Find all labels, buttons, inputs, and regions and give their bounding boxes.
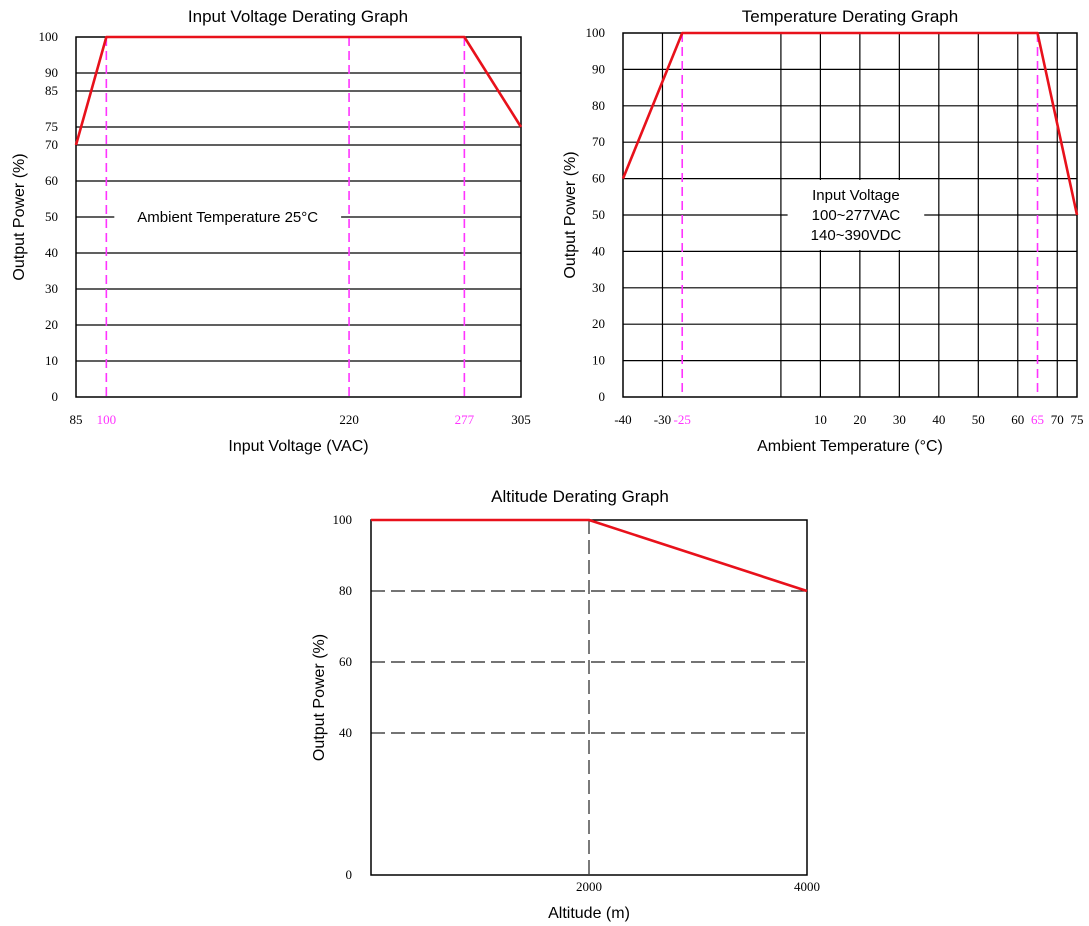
temperature-ytick-40: 40 bbox=[592, 243, 605, 258]
altitude-ytick-40: 40 bbox=[339, 725, 352, 740]
temperature-annotation-0-1: 100~277VAC bbox=[812, 207, 901, 224]
temperature-chart-svg: Temperature Derating Graph Input Voltage 1… bbox=[562, 7, 1084, 455]
temperature-ylabel: Output Power (%) bbox=[562, 151, 579, 278]
temperature-annotation-0-0: Input Voltage bbox=[812, 187, 900, 204]
voltage-annotation-bg-0 bbox=[114, 202, 342, 232]
voltage-xtick-305: 305 bbox=[511, 412, 531, 427]
temperature-xtick-50: 50 bbox=[972, 412, 985, 427]
temperature-annotation-bg-0 bbox=[787, 180, 925, 250]
altitude-ytick-100: 100 bbox=[333, 512, 353, 527]
voltage-ytick-10: 10 bbox=[45, 353, 58, 368]
voltage-ytick-40: 40 bbox=[45, 245, 58, 260]
altitude-ylabel: Output Power (%) bbox=[311, 634, 328, 761]
temperature-ytick-30: 30 bbox=[592, 280, 605, 295]
voltage-xtick-100: 100 bbox=[97, 412, 117, 427]
temperature-ytick-0: 0 bbox=[599, 389, 606, 404]
temperature-chart: Temperature Derating Graph Input Voltage 1… bbox=[545, 0, 1089, 465]
temperature-xtick-40: 40 bbox=[932, 412, 945, 427]
voltage-ytick-75: 75 bbox=[45, 119, 58, 134]
temperature-xtick-70: 70 bbox=[1051, 412, 1064, 427]
temperature-ytick-50: 50 bbox=[592, 207, 605, 222]
voltage-annotation-0-0: Ambient Temperature 25°C bbox=[137, 209, 318, 226]
temperature-annotation-0-2: 140~390VDC bbox=[811, 227, 902, 244]
voltage-xlabel: Input Voltage (VAC) bbox=[228, 438, 368, 455]
temperature-ytick-20: 20 bbox=[592, 316, 605, 331]
temperature-xtick-60: 60 bbox=[1011, 412, 1024, 427]
temperature-xtick-10: 10 bbox=[814, 412, 827, 427]
voltage-ytick-100: 100 bbox=[39, 29, 59, 44]
temperature-ytick-80: 80 bbox=[592, 98, 605, 113]
altitude-ytick-80: 80 bbox=[339, 583, 352, 598]
temperature-xtick-20: 20 bbox=[853, 412, 866, 427]
temperature-xtick-65: 65 bbox=[1031, 412, 1044, 427]
voltage-ytick-30: 30 bbox=[45, 281, 58, 296]
altitude-ytick-0: 0 bbox=[346, 867, 353, 882]
voltage-xtick-220: 220 bbox=[339, 412, 359, 427]
voltage-ytick-90: 90 bbox=[45, 65, 58, 80]
voltage-xtick-85: 85 bbox=[70, 412, 83, 427]
temperature-series-line-0 bbox=[621, 31, 1079, 216]
temperature-xtick--30: -30 bbox=[654, 412, 671, 427]
altitude-xlabel: Altitude (m) bbox=[548, 905, 630, 922]
altitude-xtick-2000: 2000 bbox=[576, 879, 602, 894]
voltage-title: Input Voltage Derating Graph bbox=[188, 7, 408, 26]
temperature-ytick-90: 90 bbox=[592, 61, 605, 76]
voltage-ytick-85: 85 bbox=[45, 83, 58, 98]
altitude-chart: Altitude Derating Graph 0 40 60 80 100 2000 400… bbox=[280, 478, 840, 926]
altitude-title: Altitude Derating Graph bbox=[491, 487, 669, 506]
input-voltage-chart: Input Voltage Derating Graph Ambient Temp… bbox=[0, 0, 545, 465]
temperature-title: Temperature Derating Graph bbox=[742, 7, 958, 26]
voltage-ytick-50: 50 bbox=[45, 209, 58, 224]
voltage-ytick-20: 20 bbox=[45, 317, 58, 332]
input-voltage-chart-svg: Input Voltage Derating Graph Ambient Temp… bbox=[11, 7, 531, 455]
temperature-xlabel: Ambient Temperature (°C) bbox=[757, 438, 943, 455]
voltage-xtick-277: 277 bbox=[455, 412, 475, 427]
voltage-ylabel: Output Power (%) bbox=[11, 153, 28, 280]
temperature-xtick--25: -25 bbox=[674, 412, 691, 427]
temperature-xtick--40: -40 bbox=[614, 412, 631, 427]
altitude-series-line-0 bbox=[371, 518, 808, 593]
temperature-xtick-30: 30 bbox=[893, 412, 906, 427]
voltage-ytick-60: 60 bbox=[45, 173, 58, 188]
temperature-ytick-100: 100 bbox=[586, 25, 606, 40]
altitude-xtick-4000: 4000 bbox=[794, 879, 820, 894]
voltage-ytick-70: 70 bbox=[45, 137, 58, 152]
voltage-ytick-0: 0 bbox=[52, 389, 59, 404]
altitude-ytick-60: 60 bbox=[339, 654, 352, 669]
temperature-ytick-10: 10 bbox=[592, 353, 605, 368]
temperature-xtick-75: 75 bbox=[1071, 412, 1084, 427]
altitude-chart-svg: Altitude Derating Graph 0 40 60 80 100 2000 400… bbox=[311, 487, 820, 922]
temperature-ytick-60: 60 bbox=[592, 171, 605, 186]
voltage-series-line-0 bbox=[74, 35, 523, 146]
temperature-ytick-70: 70 bbox=[592, 134, 605, 149]
